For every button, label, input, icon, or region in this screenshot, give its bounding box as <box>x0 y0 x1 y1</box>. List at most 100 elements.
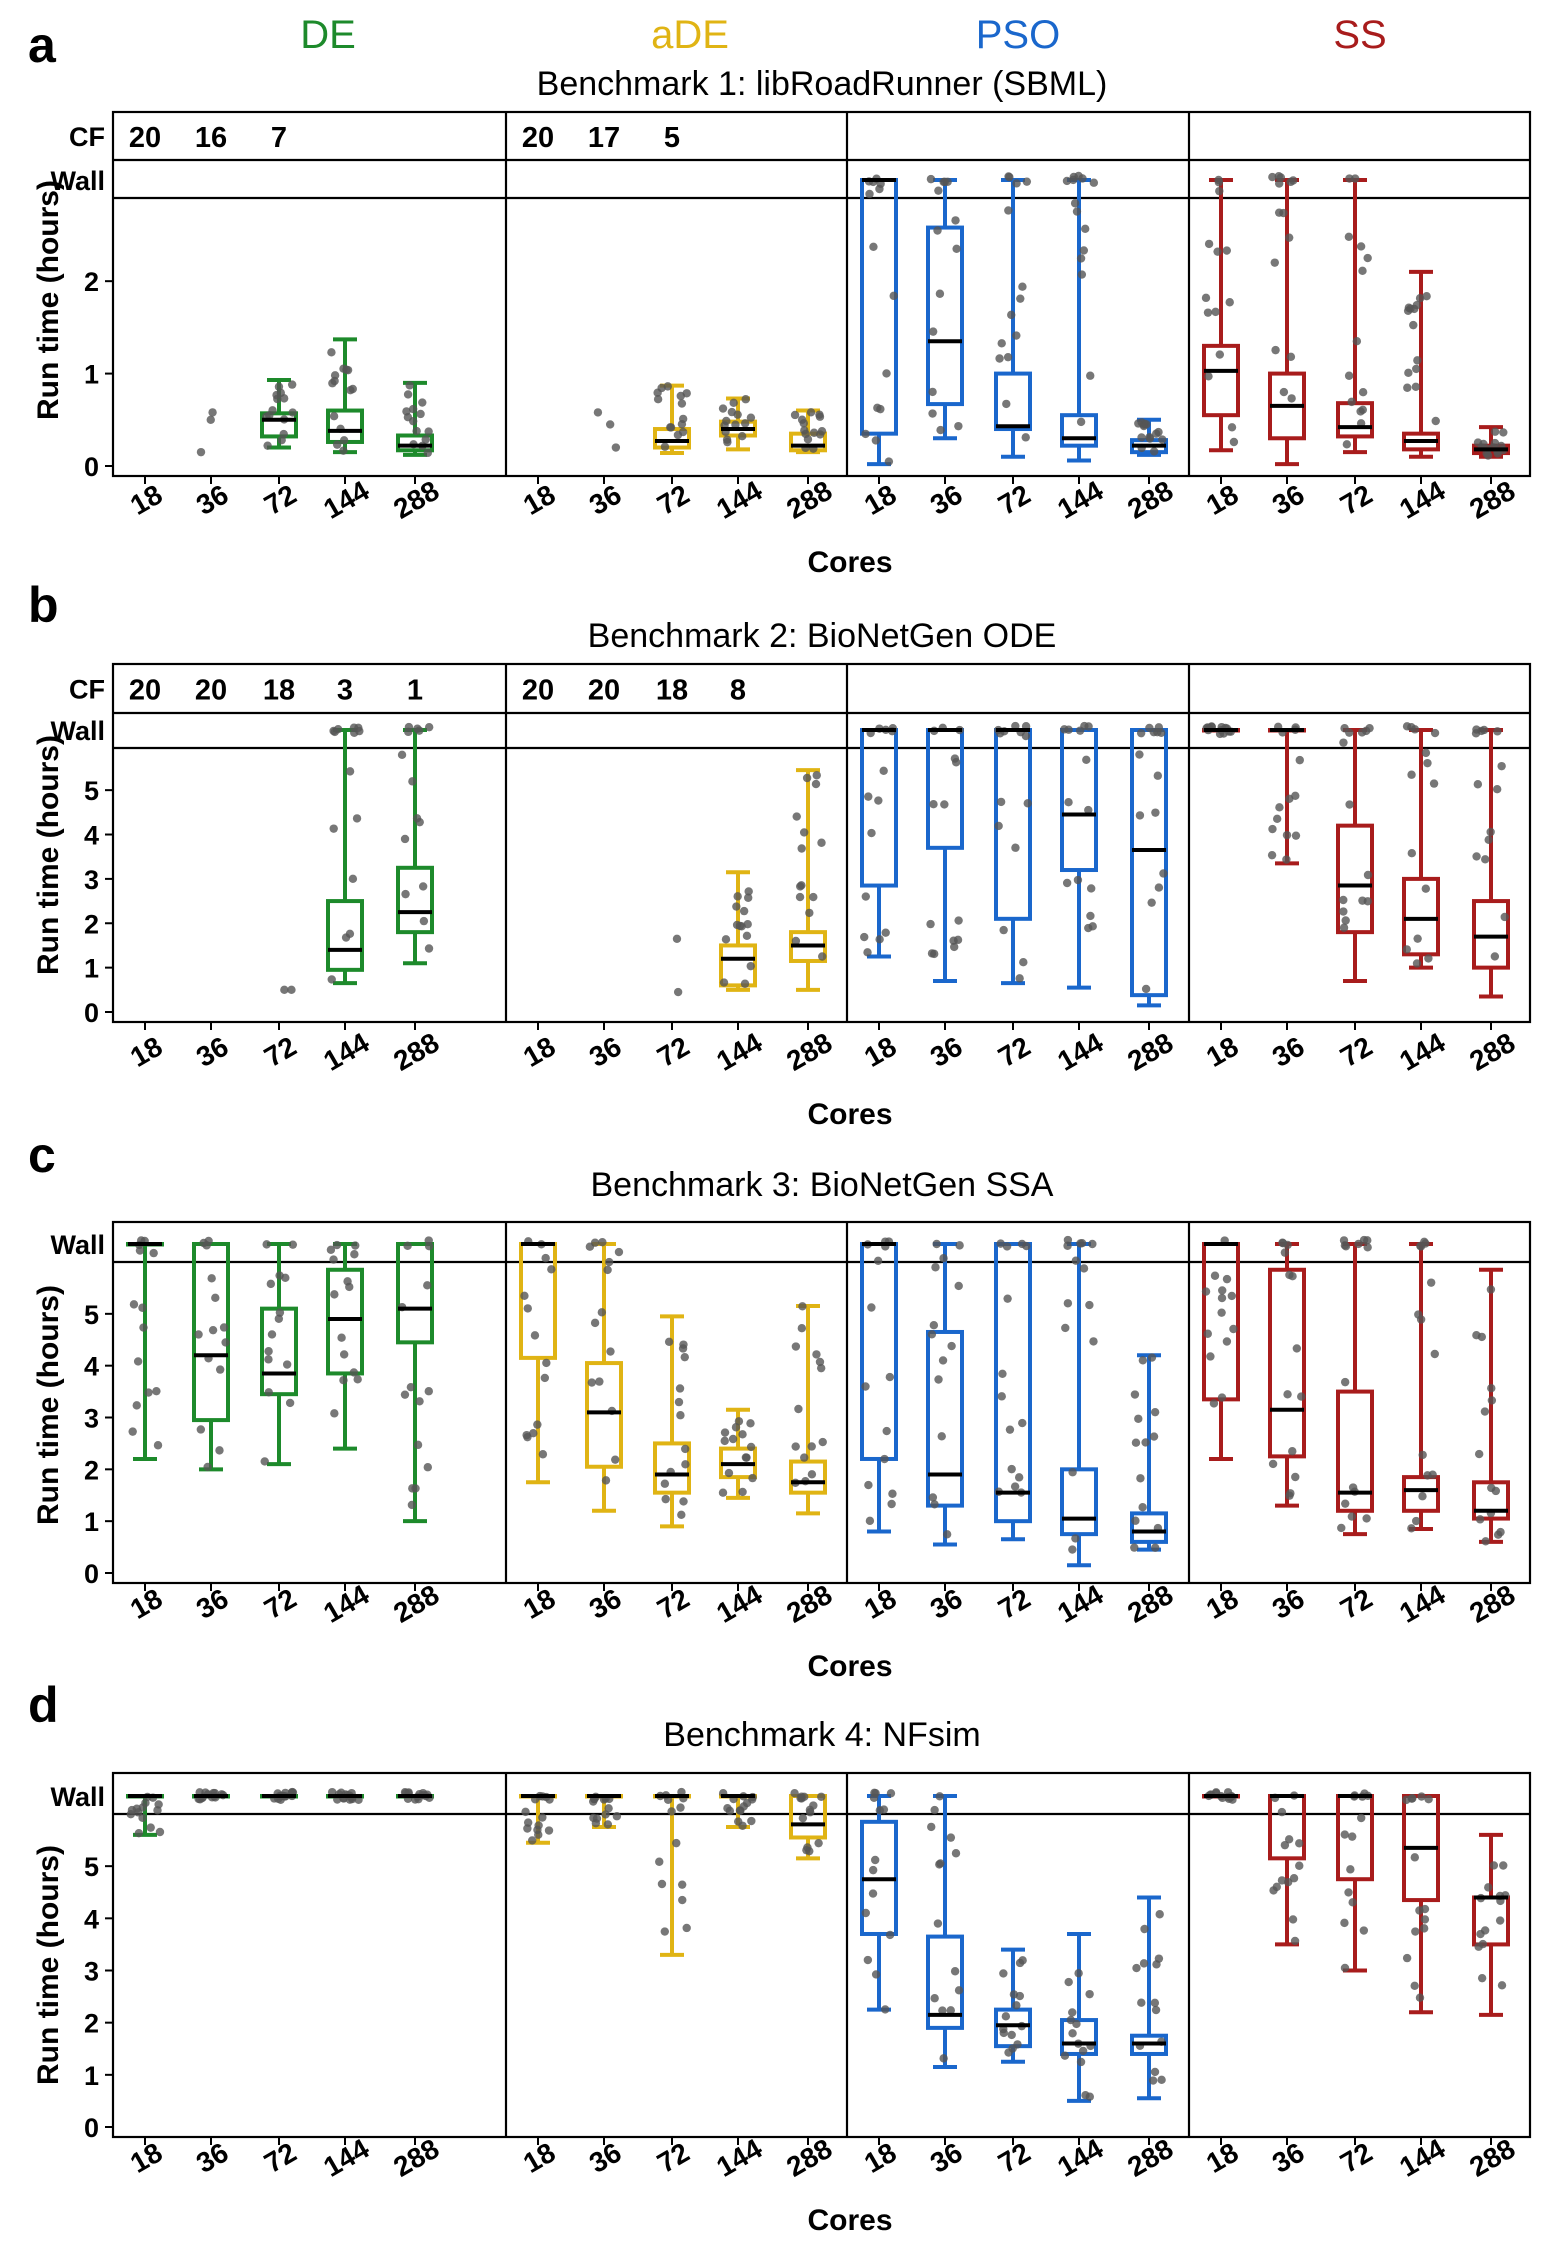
data-point <box>1152 1960 1161 1969</box>
data-point <box>740 979 750 988</box>
x-tick-label: 72 <box>993 1031 1035 1073</box>
x-tick-label: 144 <box>1394 1578 1450 1628</box>
data-point <box>1131 1516 1140 1525</box>
x-tick-label: 36 <box>191 1031 233 1073</box>
box-iqr <box>994 371 1032 432</box>
data-point <box>1282 855 1291 864</box>
data-point <box>1004 172 1013 181</box>
data-point <box>1267 850 1277 860</box>
data-point <box>1086 884 1096 893</box>
data-point <box>1407 848 1417 858</box>
x-tick-label: 144 <box>318 2132 374 2182</box>
x-tick-label: 288 <box>1122 2133 1178 2183</box>
data-point <box>1339 923 1349 932</box>
cf-count: 20 <box>129 675 161 707</box>
data-point <box>879 766 888 775</box>
data-point <box>1153 771 1163 780</box>
data-point <box>406 1382 416 1392</box>
data-point <box>339 446 348 455</box>
y-tick-label: 0 <box>84 1559 99 1589</box>
data-point <box>541 1253 550 1263</box>
data-point <box>879 1805 889 1814</box>
data-point <box>262 1240 271 1249</box>
data-point <box>149 1248 158 1258</box>
x-tick-label: 288 <box>1122 475 1178 525</box>
panel-letter-a: a <box>28 17 57 73</box>
data-point <box>521 1807 530 1817</box>
cf-count: 5 <box>664 122 680 154</box>
data-point <box>207 1274 216 1283</box>
data-point <box>934 186 943 195</box>
data-point <box>1286 352 1296 362</box>
data-point <box>679 1340 688 1349</box>
data-point <box>1151 1543 1160 1552</box>
data-point <box>264 1355 273 1364</box>
data-point <box>264 1388 273 1397</box>
data-point <box>1297 1392 1306 1401</box>
data-point <box>155 1827 165 1837</box>
data-point <box>1151 429 1161 438</box>
data-point <box>738 1487 747 1497</box>
data-point <box>339 1376 348 1385</box>
data-point <box>950 942 959 952</box>
data-point <box>1500 912 1509 922</box>
data-point <box>611 1455 620 1464</box>
data-point <box>219 1323 229 1332</box>
data-point <box>1474 1449 1484 1459</box>
box-iqr <box>1060 1467 1098 1537</box>
data-point <box>1409 320 1418 330</box>
data-point <box>802 773 812 783</box>
data-point <box>803 435 813 444</box>
data-point <box>1140 1924 1149 1934</box>
data-point <box>738 1430 747 1439</box>
data-point <box>196 447 206 457</box>
data-point <box>861 1382 870 1391</box>
x-tick-label: 18 <box>518 1031 560 1073</box>
data-point <box>1074 1969 1083 1978</box>
data-point <box>1347 397 1356 407</box>
data-point <box>951 758 961 767</box>
x-tick-label: 144 <box>711 1026 767 1076</box>
data-point <box>1340 1377 1350 1387</box>
data-point <box>811 779 821 789</box>
data-point <box>329 824 338 833</box>
data-point <box>809 892 818 902</box>
data-point <box>1422 291 1431 301</box>
data-point <box>1141 1438 1150 1447</box>
panel-letter-d: d <box>28 1677 59 1733</box>
data-point <box>1141 984 1151 994</box>
data-point <box>743 893 753 902</box>
data-point <box>1295 755 1304 765</box>
data-point <box>1150 1407 1160 1417</box>
data-point <box>1142 420 1151 429</box>
data-point <box>930 1994 939 2003</box>
data-point <box>677 1510 686 1520</box>
data-point <box>1292 1344 1302 1353</box>
data-point <box>1211 307 1220 317</box>
data-point <box>1079 246 1089 255</box>
data-point <box>653 388 662 397</box>
x-tick-label: 36 <box>1267 2137 1309 2179</box>
data-point <box>424 722 434 732</box>
data-point <box>994 821 1003 831</box>
data-point <box>1478 1939 1488 1949</box>
data-point <box>604 1804 613 1813</box>
data-point <box>939 1254 948 1263</box>
data-point <box>1344 1888 1353 1897</box>
data-point <box>1150 2067 1160 2077</box>
data-point <box>1145 433 1154 442</box>
y-tick-label: 4 <box>84 1904 99 1934</box>
data-point <box>1086 911 1095 921</box>
x-tick-label: 288 <box>1464 1027 1520 1077</box>
data-point <box>1402 1953 1412 1963</box>
data-point <box>1018 1956 1027 1965</box>
data-point <box>529 1429 538 1438</box>
data-point <box>1084 805 1093 815</box>
data-point <box>677 399 687 408</box>
cf-count: 16 <box>195 122 227 154</box>
data-point <box>1268 824 1277 834</box>
x-tick-label: 72 <box>993 2137 1035 2179</box>
data-point <box>1348 1483 1358 1492</box>
data-point <box>287 380 297 389</box>
data-point <box>1295 1861 1304 1870</box>
